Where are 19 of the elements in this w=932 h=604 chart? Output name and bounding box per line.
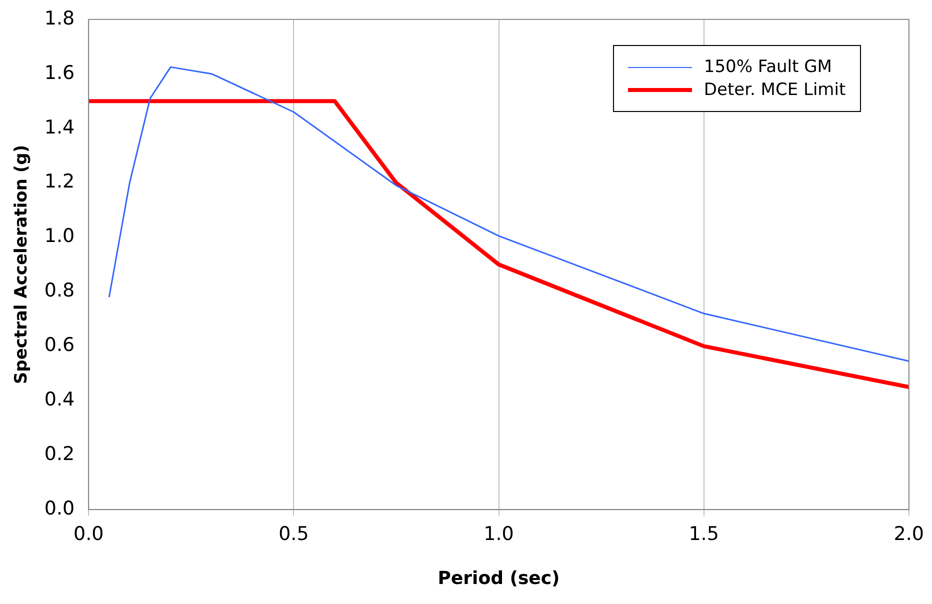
- y-tick-label: 0.2: [44, 443, 75, 466]
- y-tick-label: 1.6: [44, 62, 75, 84]
- x-tick-label: 0.5: [278, 522, 309, 545]
- legend-label: 150% Fault GM: [704, 57, 832, 78]
- x-tick-label: 1.5: [688, 522, 719, 545]
- y-axis-title: Spectral Acceleration (g): [12, 144, 32, 384]
- x-tick-label: 2.0: [894, 522, 924, 545]
- y-tick-label: 0.8: [44, 280, 75, 302]
- x-tick-label: 0.0: [74, 522, 104, 545]
- y-tick-label: 0.6: [44, 334, 75, 356]
- legend-label: Deter. MCE Limit: [704, 80, 846, 100]
- y-tick-label: 0.4: [44, 388, 75, 411]
- y-tick-label: 1.2: [44, 170, 75, 193]
- x-axis-title: Period (sec): [438, 568, 560, 589]
- y-tick-label: 0.0: [44, 498, 75, 520]
- y-tick-label: 1.4: [44, 116, 75, 138]
- y-tick-label: 1.8: [44, 7, 75, 30]
- x-tick-label: 1.0: [484, 522, 514, 545]
- y-tick-label: 1.0: [44, 225, 75, 248]
